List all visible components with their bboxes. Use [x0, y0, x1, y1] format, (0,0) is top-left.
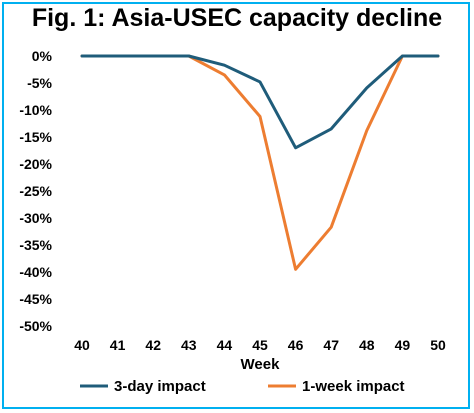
x-axis-label: Week: [241, 356, 281, 373]
y-tick-label: -15%: [19, 129, 52, 145]
x-tick-label: 49: [395, 337, 411, 353]
y-tick-label: -25%: [19, 183, 52, 199]
legend-label: 3-day impact: [114, 378, 206, 395]
y-tick-label: 0%: [32, 48, 53, 64]
x-tick-label: 48: [359, 337, 375, 353]
x-tick-label: 43: [181, 337, 197, 353]
series-lines: [80, 54, 440, 271]
x-tick-label: 44: [217, 337, 233, 353]
x-tick-label: 47: [323, 337, 339, 353]
y-tick-label: -40%: [19, 264, 52, 280]
x-axis-ticks: 40 41 42 43 44 45 46 47 48 49 50: [74, 337, 446, 353]
x-tick-label: 42: [145, 337, 161, 353]
x-tick-label: 45: [252, 337, 268, 353]
series-line-3-day-impact: [80, 54, 440, 150]
y-tick-label: -5%: [27, 75, 52, 91]
series-line-1-week-impact: [80, 54, 440, 271]
chart-title: Fig. 1: Asia-USEC capacity decline: [31, 4, 443, 32]
y-tick-label: -20%: [19, 156, 52, 172]
x-tick-label: 41: [110, 337, 126, 353]
legend: 3-day impact 1-week impact: [80, 378, 405, 395]
y-tick-label: -30%: [19, 210, 52, 226]
x-tick-label: 46: [288, 337, 304, 353]
y-axis-ticks: 0% -5% -10% -15% -20% -25% -30% -35% -40% -45% -50…: [19, 48, 52, 334]
x-tick-label: 50: [430, 337, 446, 353]
y-tick-label: -10%: [19, 102, 52, 118]
y-tick-label: -45%: [19, 291, 52, 307]
x-tick-label: 40: [74, 337, 90, 353]
y-tick-label: -50%: [19, 318, 52, 334]
legend-label: 1-week impact: [302, 378, 405, 395]
y-tick-label: -35%: [19, 237, 52, 253]
